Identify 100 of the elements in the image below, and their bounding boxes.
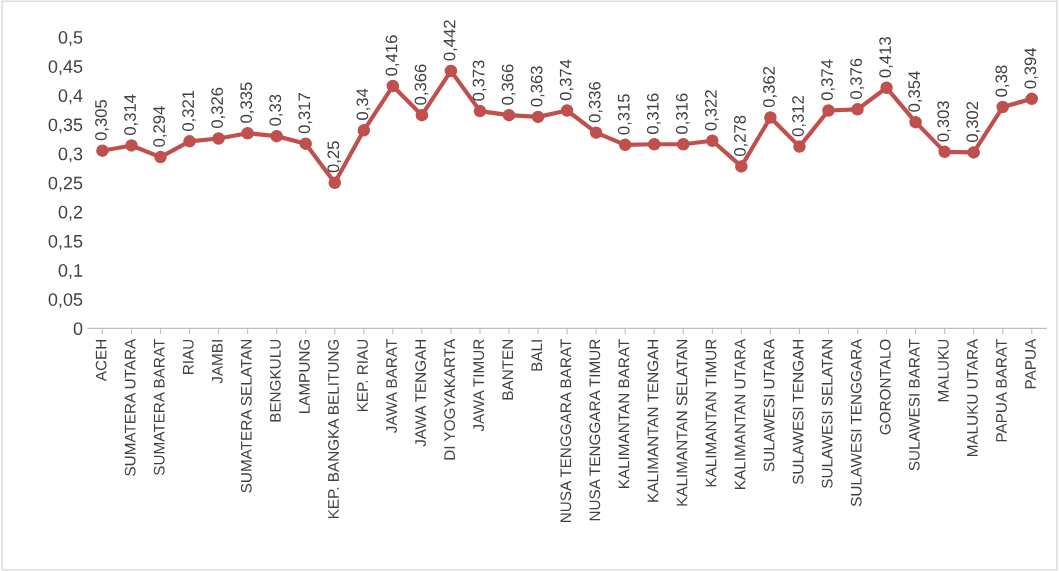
data-label: 0,363	[530, 66, 545, 107]
point	[938, 145, 951, 159]
data-label: 0,322	[704, 90, 719, 131]
y-tick-label: 0,1	[58, 264, 83, 279]
data-label: 0,366	[414, 64, 429, 105]
x-tick-label: KALIMANTAN TENGAH	[647, 339, 659, 502]
y-tick-label: 0,45	[48, 60, 83, 76]
data-label: 0,312	[792, 96, 806, 137]
point	[125, 139, 138, 152]
point	[589, 126, 603, 139]
point	[1025, 92, 1039, 106]
x-tick-label: BALI	[531, 340, 542, 371]
data-label: 0,278	[734, 115, 748, 157]
point	[386, 79, 400, 93]
x-tick-label: SUMATERA UTARA	[124, 338, 136, 476]
data-label: 0,336	[588, 81, 603, 123]
x-tick-label: NUSA TENGGARA BARAT	[560, 339, 572, 523]
data-label: 0,316	[675, 93, 690, 134]
data-label: 0,416	[385, 35, 400, 76]
data-label: 0,34	[356, 88, 371, 120]
point	[706, 134, 719, 148]
data-label: 0,302	[966, 101, 981, 143]
data-label: 0,354	[908, 71, 923, 112]
x-tick-label: RIAU	[182, 339, 194, 374]
x-tick-label: NUSA TENGGARA TIMUR	[589, 339, 601, 521]
point	[880, 81, 893, 95]
point	[96, 144, 109, 157]
point	[328, 176, 342, 189]
x-tick-label: KALIMANTAN BARAT	[618, 339, 630, 489]
point	[560, 104, 574, 117]
y-tick-label: 0,2	[58, 205, 83, 221]
x-tick-label: SUMATERA BARAT	[153, 339, 165, 476]
point	[241, 126, 254, 140]
point	[270, 129, 283, 143]
point	[212, 132, 225, 145]
x-tick-label: JAWA TENGAH	[415, 339, 426, 447]
x-tick-label: SULAWESI SELATAN	[821, 339, 833, 489]
point	[502, 108, 516, 122]
point	[793, 140, 806, 153]
data-label: 0,315	[617, 94, 632, 135]
x-tick-label: JAWA TIMUR	[473, 339, 485, 432]
data-label: 0,442	[443, 20, 458, 61]
y-tick-label: 0,35	[48, 118, 83, 134]
point	[647, 138, 661, 151]
data-label: 0,305	[95, 99, 109, 141]
y-tick-label: 0,15	[48, 234, 83, 250]
x-tick-label: SULAWESI TENGAH	[792, 339, 804, 485]
data-label: 0,25	[327, 141, 342, 173]
point	[299, 137, 312, 150]
data-label: 0,317	[298, 93, 313, 134]
x-tick-label: BANTEN	[502, 339, 513, 400]
x-tick-label: JAMBI	[212, 340, 223, 384]
data-label: 0,335	[240, 82, 255, 123]
x-tick-label: KALIMANTAN TIMUR	[705, 339, 717, 487]
data-label: 0,294	[153, 106, 167, 147]
point	[967, 146, 980, 159]
data-label: 0,316	[646, 93, 661, 134]
x-tick-label: DI YOGYAKARTA	[444, 338, 456, 460]
point	[183, 135, 196, 148]
data-label: 0,374	[559, 59, 574, 101]
data-label: 0,413	[879, 37, 893, 78]
x-tick-label: BENGKULU	[269, 339, 281, 422]
x-tick-label: SULAWESI TENGGARA	[850, 338, 862, 507]
x-tick-label: MALUKU	[938, 339, 949, 402]
point	[822, 104, 835, 117]
data-label: 0,376	[850, 58, 864, 99]
x-tick-label: KALIMANTAN UTARA	[734, 338, 746, 489]
data-label: 0,314	[124, 94, 138, 136]
y-tick-label: 0,25	[48, 176, 83, 192]
y-tick-label: 0	[73, 322, 83, 336]
x-tick-label: ACEH	[95, 339, 107, 382]
x-tick-label: KALIMANTAN SELATAN	[676, 339, 688, 506]
point	[415, 108, 429, 122]
data-label: 0,394	[1024, 47, 1039, 89]
x-tick-label: KEP. BANGKA BELITUNG	[328, 339, 339, 519]
y-tick-label: 0,05	[48, 293, 83, 309]
x-tick-label: KEP. RIAU	[357, 339, 368, 412]
x-tick-label: SULAWESI UTARA	[763, 338, 775, 472]
point	[735, 160, 748, 173]
point	[851, 103, 864, 116]
x-tick-label: JAWA BARAT	[386, 339, 397, 434]
data-label: 0,326	[211, 87, 226, 129]
x-tick-label: SUMATERA SELATAN	[240, 339, 252, 493]
y-tick-label: 0,3	[58, 147, 83, 163]
x-tick-label: SULAWESI BARAT	[908, 339, 920, 471]
point	[154, 150, 167, 164]
point	[531, 110, 545, 124]
point	[909, 115, 922, 129]
data-label: 0,38	[995, 65, 1010, 97]
data-label: 0,374	[821, 59, 835, 101]
point	[473, 104, 487, 118]
y-tick-label: 0,5	[58, 31, 83, 46]
point	[357, 124, 371, 137]
point	[677, 138, 690, 151]
point	[996, 100, 1009, 114]
x-tick-label: PAPUA	[1025, 338, 1036, 389]
data-label: 0,33	[269, 94, 284, 126]
data-label: 0,303	[937, 101, 952, 142]
point	[764, 111, 777, 124]
data-label: 0,321	[182, 90, 196, 131]
